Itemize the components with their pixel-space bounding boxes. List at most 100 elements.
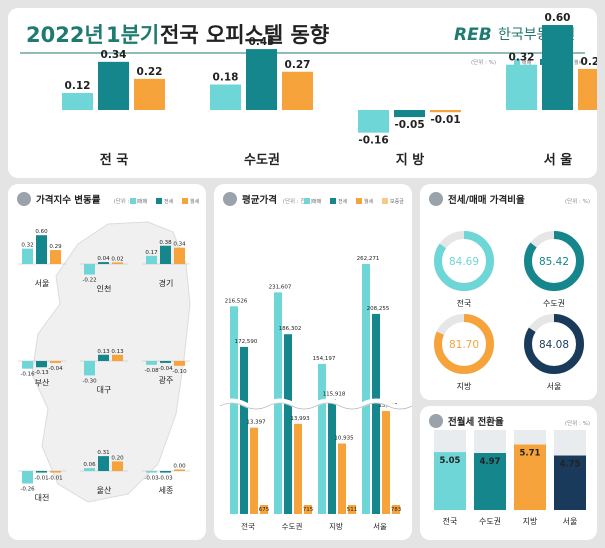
top-category-label: 전 국: [100, 152, 128, 168]
region-bar: [112, 262, 123, 264]
avg-bar: [348, 505, 356, 514]
region-bar-label: 0.06: [83, 462, 96, 468]
region-name: 경기: [159, 278, 174, 288]
top-bar: [430, 110, 461, 113]
avg-bar-label: 783: [391, 507, 402, 513]
unit-label: (단위 : %): [471, 58, 496, 66]
conv-bar: [514, 444, 546, 510]
ratio-value: 85.42: [539, 256, 569, 268]
ratio-name: 지방: [457, 381, 472, 391]
avg-bar-label: 511: [347, 507, 358, 513]
top-category-label: 수도권: [244, 153, 280, 168]
legend-swatch: [356, 198, 362, 204]
region-bar-label: -0.13: [34, 370, 49, 376]
legend-label: 전세: [164, 198, 174, 205]
region-name: 대전: [35, 492, 50, 502]
avg-bar: [372, 313, 380, 514]
region-name: 세종: [159, 486, 174, 495]
unit-label: (단위 : 천원): [283, 197, 313, 205]
top-category-label: 지 방: [396, 152, 424, 168]
panel-title: 가격지수 변동률: [36, 194, 101, 206]
ratio-name: 수도권: [543, 298, 565, 308]
region-bar: [160, 471, 171, 473]
legend-swatch: [514, 59, 520, 65]
top-chart: 2022년 1분기 전국 오피스텔 동향 REB 한국부동산원 (단위 : %)…: [20, 12, 597, 168]
avg-bar-label: 13,397: [246, 420, 266, 426]
top-bar: [542, 25, 573, 110]
avg-bar-label: 186,302: [279, 326, 302, 332]
top-bar-label: 0.18: [213, 72, 239, 84]
panel-title-icon: [429, 192, 443, 206]
region-bar: [36, 361, 47, 368]
top-bar-label: -0.16: [358, 135, 388, 147]
title-year: 2022년: [26, 23, 104, 47]
panel-title-icon: [429, 414, 443, 428]
ratio-ring-arc: [434, 231, 494, 291]
unit-label: (단위 : %): [565, 197, 590, 205]
ratio-panel: 전세/매매 가격비율 (단위 : %) 84.69 전국 85.42 수도권 81.70 지…: [420, 184, 597, 400]
region-bar: [36, 471, 47, 473]
region-bar: [50, 471, 61, 473]
region-bar: [112, 354, 123, 361]
region-bar-label: 0.02: [111, 256, 123, 262]
region-bar-label: -0.30: [82, 378, 97, 384]
avg-bar: [392, 505, 400, 514]
top-panel: 2022년 1분기 전국 오피스텔 동향 REB 한국부동산원 (단위 : %)…: [8, 8, 597, 178]
legend-label: 매매: [138, 198, 148, 205]
avg-bar: [382, 411, 390, 514]
top-bar: [578, 68, 597, 110]
legend-swatch: [156, 198, 162, 204]
region-bar: [174, 247, 185, 264]
top-bar-label: 0.12: [65, 80, 91, 92]
avg-bar: [304, 505, 312, 514]
conv-bar: [434, 452, 466, 510]
legend-label: 보증금: [390, 199, 404, 205]
region-bar-label: 0.29: [49, 244, 62, 250]
avg-category-label: 전국: [241, 521, 255, 531]
avg-bar: [284, 334, 292, 514]
ratio-chart: 전세/매매 가격비율 (단위 : %) 84.69 전국 85.42 수도권 81.70 지…: [429, 192, 590, 391]
conv-category-label: 전국: [443, 516, 458, 526]
avg-category-label: 지방: [329, 521, 343, 531]
avg-bar-label: 231,607: [269, 284, 292, 290]
region-bar: [22, 361, 33, 369]
region-bar: [160, 245, 171, 264]
ratio-name: 전국: [457, 298, 472, 308]
region-name: 광주: [159, 375, 174, 385]
region-bar: [50, 250, 61, 264]
region-bar: [84, 361, 95, 376]
region-bar-label: 0.60: [35, 229, 48, 235]
top-bar-label: 0.29: [581, 56, 597, 68]
top-bar: [282, 71, 313, 110]
avg-bar-label: 154,197: [313, 356, 336, 362]
avg-bar-label: 172,590: [235, 339, 258, 345]
ratio-value: 84.08: [539, 339, 569, 351]
ratio-ring-arc: [434, 314, 494, 374]
avg-bar-label: 13,993: [290, 416, 310, 422]
region-bar: [112, 461, 123, 471]
top-bar-label: 0.60: [545, 12, 571, 24]
conversion-chart: 전월세 전환율 (단위 : %) 5.05 전국 4.97 수도권 5.71 지방 4.75 서…: [429, 414, 590, 526]
legend-swatch: [182, 198, 188, 204]
conv-category-label: 서울: [563, 517, 578, 526]
conv-bar: [474, 453, 506, 510]
top-bar: [246, 49, 277, 110]
region-bar-label: 0.13: [111, 349, 124, 355]
region-bar: [98, 456, 109, 471]
region-bar-label: -0.08: [144, 368, 159, 374]
conv-category-label: 지방: [523, 516, 538, 526]
conv-category-label: 수도권: [479, 516, 501, 526]
region-bar-label: -0.01: [34, 476, 48, 482]
region-bar-label: -0.03: [144, 476, 159, 482]
region-bar-label: -0.03: [158, 476, 173, 482]
legend-swatch: [130, 198, 136, 204]
top-bar: [394, 110, 425, 118]
region-name: 부산: [35, 378, 50, 388]
region-bar: [174, 361, 185, 366]
region-bar-label: -0.04: [158, 366, 173, 372]
top-bar: [98, 61, 129, 110]
region-bar: [174, 469, 185, 471]
avg-bar: [240, 346, 248, 514]
top-bar-label: -0.05: [394, 119, 424, 131]
ratio-value: 84.69: [449, 256, 479, 268]
